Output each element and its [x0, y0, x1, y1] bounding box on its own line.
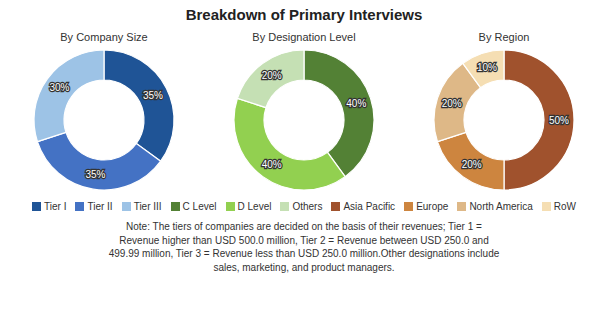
svg-text:50%: 50%	[549, 115, 569, 126]
svg-text:40%: 40%	[346, 98, 366, 109]
html-text:By Company Size: By Company Size	[60, 31, 148, 43]
html-text:Note: The tiers of companies a: Note: The tiers of companies are decided…	[108, 221, 500, 273]
svg-text:35%: 35%	[85, 169, 105, 180]
html-text:Asia Pacific: Asia Pacific	[343, 201, 396, 212]
svg-text:30%: 30%	[49, 82, 69, 93]
html-text:North America: North America	[469, 201, 533, 212]
svg-text:10%: 10%	[477, 62, 497, 73]
html-text:Tier III: Tier III	[133, 201, 162, 212]
svg-text:40%: 40%	[262, 159, 282, 170]
svg-text:20%: 20%	[262, 70, 282, 81]
html-text:RoW: RoW	[553, 201, 576, 212]
html-text:D Level: D Level	[237, 201, 272, 212]
html-text:C Level: C Level	[182, 201, 217, 212]
html-text:Breakdown of Primary Interview: Breakdown of Primary Interviews	[185, 6, 423, 23]
svg-text:35%: 35%	[143, 90, 163, 101]
html-text:Tier II: Tier II	[87, 201, 113, 212]
html-text:By Designation Level: By Designation Level	[252, 31, 356, 43]
svg-text:20%: 20%	[442, 98, 462, 109]
html-text:Europe: Europe	[416, 201, 449, 212]
html-text:Others: Others	[292, 201, 323, 212]
svg-text:20%: 20%	[462, 159, 482, 170]
html-text:Tier I: Tier I	[44, 201, 67, 212]
html-text:By Region: By Region	[478, 31, 530, 43]
